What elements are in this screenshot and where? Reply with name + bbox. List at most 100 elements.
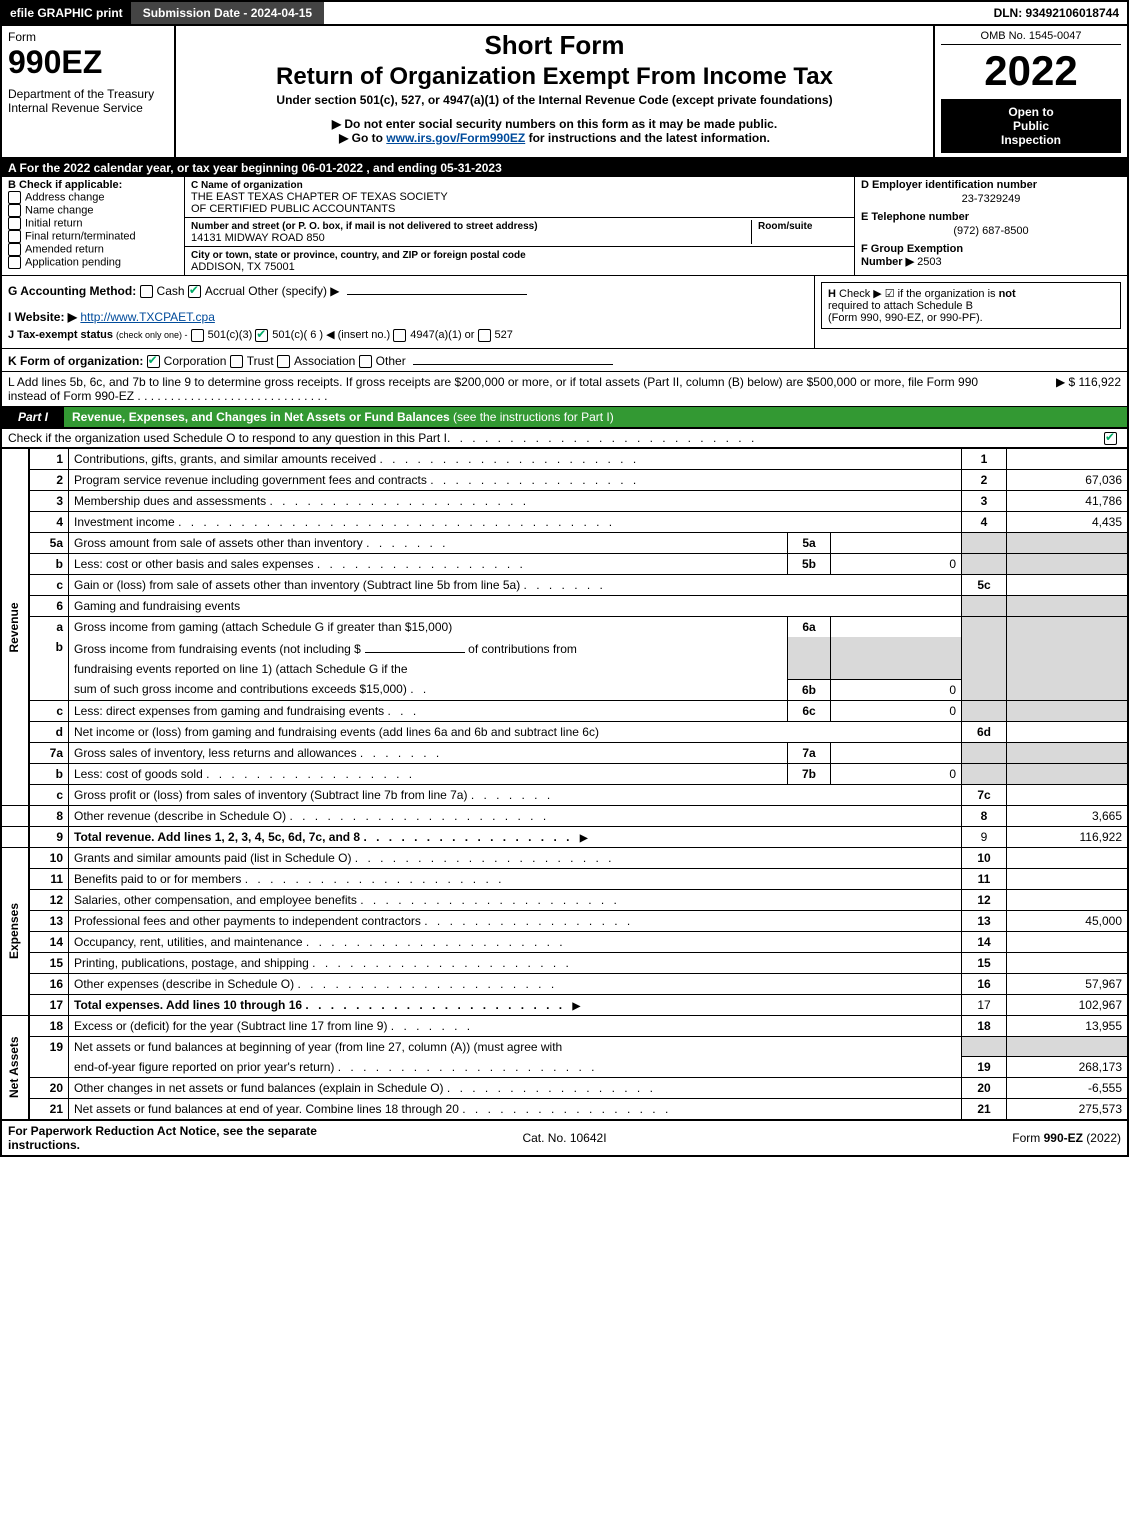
side-revenue: Revenue bbox=[1, 449, 29, 806]
checkbox-association[interactable] bbox=[277, 355, 290, 368]
schedule-o-check-row: Check if the organization used Schedule … bbox=[0, 429, 1129, 448]
line-b-label: B Check if applicable: bbox=[8, 179, 178, 191]
line-8-desc: Other revenue (describe in Schedule O) bbox=[74, 809, 286, 823]
checkbox-final-return[interactable] bbox=[8, 230, 21, 243]
checkbox-application-pending[interactable] bbox=[8, 256, 21, 269]
line-17-outnum: 17 bbox=[962, 994, 1007, 1015]
paperwork-notice: For Paperwork Reduction Act Notice, see … bbox=[8, 1124, 379, 1152]
line-19-val: 268,173 bbox=[1007, 1057, 1129, 1078]
label-application-pending: Application pending bbox=[25, 256, 121, 268]
footer-form-pre: Form bbox=[1012, 1131, 1043, 1145]
line-7b-inval: 0 bbox=[831, 763, 962, 784]
label-name-change: Name change bbox=[25, 204, 94, 216]
checkbox-amended-return[interactable] bbox=[8, 243, 21, 256]
line-5c-num: c bbox=[29, 575, 69, 596]
line-3-outnum: 3 bbox=[962, 491, 1007, 512]
line-6b-desc1: Gross income from fundraising events (no… bbox=[74, 642, 361, 656]
line-4-val: 4,435 bbox=[1007, 512, 1129, 533]
checkbox-527[interactable] bbox=[478, 329, 491, 342]
submission-date: Submission Date - 2024-04-15 bbox=[131, 2, 324, 24]
line-2-val: 67,036 bbox=[1007, 470, 1129, 491]
dots: . . . . . . . . . . . . . . . . . . . . … bbox=[269, 494, 529, 508]
line-6d-val bbox=[1007, 721, 1129, 742]
line-20-desc: Other changes in net assets or fund bala… bbox=[74, 1081, 444, 1095]
checkbox-other-org[interactable] bbox=[359, 355, 372, 368]
dots: . . . . . . . . . . . . . . . . . bbox=[447, 1081, 656, 1095]
line-6c-num: c bbox=[29, 700, 69, 721]
line-6b-desc4: sum of such gross income and contributio… bbox=[74, 682, 407, 696]
ein-value: 23-7329249 bbox=[861, 193, 1121, 205]
f-group-label: F Group Exemption Number ▶ bbox=[861, 243, 963, 268]
line-7a-inval bbox=[831, 742, 962, 763]
line-7c-desc: Gross profit or (loss) from sales of inv… bbox=[74, 788, 467, 802]
line-6a-inval bbox=[831, 617, 962, 638]
line-6b-inval: 0 bbox=[831, 679, 962, 700]
dots: . . . . . . . . . . . . . . . . . bbox=[424, 914, 633, 928]
checkbox-name-change[interactable] bbox=[8, 204, 21, 217]
dots: . . . . . . . bbox=[391, 1019, 473, 1033]
c-room-label: Room/suite bbox=[758, 221, 812, 232]
part-i-title: Revenue, Expenses, and Changes in Net As… bbox=[72, 410, 450, 424]
group-exemption-value: 2503 bbox=[917, 256, 941, 268]
instructions-link[interactable]: www.irs.gov/Form990EZ bbox=[386, 131, 525, 145]
dots: . . . . . . . . . . . . . . . . . . . . … bbox=[297, 977, 557, 991]
h-not: not bbox=[999, 288, 1016, 300]
label-initial-return: Initial return bbox=[25, 217, 82, 229]
line-1-val bbox=[1007, 449, 1129, 470]
line-15-outnum: 15 bbox=[962, 952, 1007, 973]
line-h-schedule-b: H Check ▶ ☑ if the organization is not r… bbox=[821, 282, 1121, 329]
efile-print-button[interactable]: efile GRAPHIC print bbox=[2, 2, 131, 24]
dots: . . . . . . . . . . . . . . . . . . . . … bbox=[306, 935, 566, 949]
line-6c-inval: 0 bbox=[831, 700, 962, 721]
org-name: THE EAST TEXAS CHAPTER OF TEXAS SOCIETY … bbox=[191, 191, 448, 215]
line-5b-num: b bbox=[29, 554, 69, 575]
ssn-warning: ▶ Do not enter social security numbers o… bbox=[182, 117, 927, 131]
d-ein-label: D Employer identification number bbox=[861, 179, 1037, 191]
line-5c-outnum: 5c bbox=[962, 575, 1007, 596]
line-19-outnum: 19 bbox=[962, 1057, 1007, 1078]
part-i-header: Part I Revenue, Expenses, and Changes in… bbox=[0, 407, 1129, 429]
side-expenses: Expenses bbox=[1, 847, 29, 1015]
website-link[interactable]: http://www.TXCPAET.cpa bbox=[80, 310, 215, 324]
line-5b-desc: Less: cost or other basis and sales expe… bbox=[74, 557, 313, 571]
checkbox-501c[interactable] bbox=[255, 329, 268, 342]
checkbox-trust[interactable] bbox=[230, 355, 243, 368]
checkbox-501c3[interactable] bbox=[191, 329, 204, 342]
line-8-num: 8 bbox=[29, 805, 69, 826]
dept-name: Department of the Treasury Internal Reve… bbox=[8, 87, 168, 115]
checkbox-4947a1[interactable] bbox=[393, 329, 406, 342]
label-address-change: Address change bbox=[25, 191, 105, 203]
checkbox-cash[interactable] bbox=[140, 285, 153, 298]
line-6d-desc: Net income or (loss) from gaming and fun… bbox=[74, 725, 599, 739]
line-16-outnum: 16 bbox=[962, 973, 1007, 994]
checkbox-accrual[interactable] bbox=[188, 285, 201, 298]
form-number: 990EZ bbox=[8, 44, 168, 81]
line-6b-innum: 6b bbox=[788, 679, 831, 700]
line-1-num: 1 bbox=[29, 449, 69, 470]
page-footer: For Paperwork Reduction Act Notice, see … bbox=[0, 1119, 1129, 1157]
checkbox-schedule-o[interactable] bbox=[1104, 432, 1117, 445]
checkbox-corporation[interactable] bbox=[147, 355, 160, 368]
line-5a-inval bbox=[831, 533, 962, 554]
dots: . . . . . . . . . . . . . . . . . . . . … bbox=[245, 872, 505, 886]
line-16-desc: Other expenses (describe in Schedule O) bbox=[74, 977, 294, 991]
h-line3: (Form 990, 990-EZ, or 990-PF). bbox=[828, 312, 983, 324]
line-7a-desc: Gross sales of inventory, less returns a… bbox=[74, 746, 357, 760]
e-phone-label: E Telephone number bbox=[861, 211, 969, 223]
line-12-val bbox=[1007, 889, 1129, 910]
line-18-desc: Excess or (deficit) for the year (Subtra… bbox=[74, 1019, 387, 1033]
line-14-desc: Occupancy, rent, utilities, and maintena… bbox=[74, 935, 303, 949]
checkbox-address-change[interactable] bbox=[8, 191, 21, 204]
line-14-num: 14 bbox=[29, 931, 69, 952]
line-6c-desc: Less: direct expenses from gaming and fu… bbox=[74, 704, 384, 718]
l-dots: . . . . . . . . . . . . . . . . . . . . … bbox=[137, 389, 327, 403]
dots: . . . . . . . . . . . . . . . . . . . . … bbox=[355, 851, 615, 865]
line-6-num: 6 bbox=[29, 596, 69, 617]
line-7a-num: 7a bbox=[29, 742, 69, 763]
checkbox-initial-return[interactable] bbox=[8, 217, 21, 230]
line-10-val bbox=[1007, 847, 1129, 868]
line-3-val: 41,786 bbox=[1007, 491, 1129, 512]
line-18-val: 13,955 bbox=[1007, 1015, 1129, 1036]
line-17-val: 102,967 bbox=[1007, 994, 1129, 1015]
line-6-desc: Gaming and fundraising events bbox=[74, 599, 240, 613]
